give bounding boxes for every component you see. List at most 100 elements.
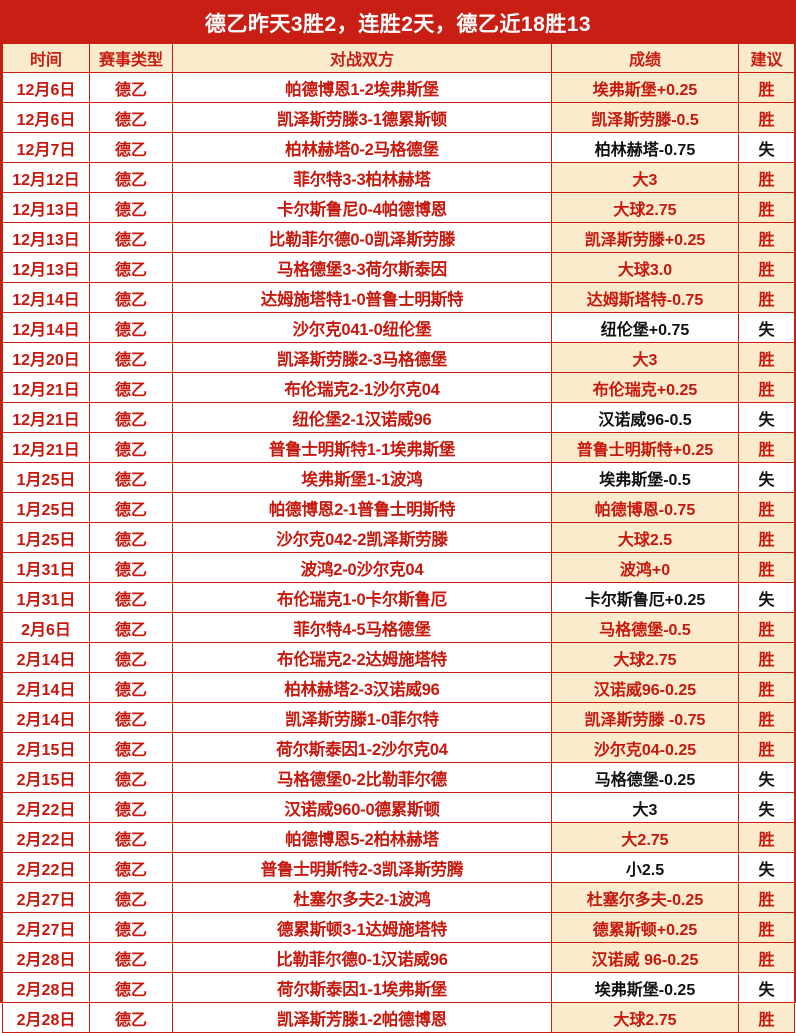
cell-type: 德乙 xyxy=(89,552,173,583)
cell-score: 达姆斯塔特-0.75 xyxy=(551,282,739,313)
cell-advice: 胜 xyxy=(738,552,795,583)
cell-type: 德乙 xyxy=(89,612,173,643)
cell-advice: 胜 xyxy=(738,522,795,553)
cell-match: 帕德博恩2-1普鲁士明斯特 xyxy=(172,492,552,523)
cell-score: 德累斯顿+0.25 xyxy=(551,912,739,943)
cell-advice: 失 xyxy=(738,972,795,1003)
cell-type: 德乙 xyxy=(89,882,173,913)
cell-score: 大球2.75 xyxy=(551,642,739,673)
cell-match: 布伦瑞克2-1沙尔克04 xyxy=(172,372,552,403)
cell-advice: 胜 xyxy=(738,102,795,133)
cell-type: 德乙 xyxy=(89,402,173,433)
table-row: 2月15日 德乙 荷尔斯泰因1-2沙尔克04 沙尔克04-0.25 胜 xyxy=(2,732,795,763)
cell-score: 卡尔斯鲁厄+0.25 xyxy=(551,582,739,613)
match-record-table: 时间 赛事类型 对战双方 成绩 建议 12月6日 德乙 帕德博恩1-2埃弗斯堡 埃弗斯… xyxy=(2,43,795,1033)
cell-score: 纽伦堡+0.75 xyxy=(551,312,739,343)
cell-type: 德乙 xyxy=(89,732,173,763)
table-row: 1月25日 德乙 埃弗斯堡1-1波鸿 埃弗斯堡-0.5 失 xyxy=(2,462,795,493)
cell-time: 12月21日 xyxy=(2,402,90,433)
cell-advice: 失 xyxy=(738,402,795,433)
cell-time: 2月22日 xyxy=(2,822,90,853)
cell-time: 1月25日 xyxy=(2,462,90,493)
cell-match: 纽伦堡2-1汉诺威96 xyxy=(172,402,552,433)
cell-score: 沙尔克04-0.25 xyxy=(551,732,739,763)
cell-score: 马格德堡-0.5 xyxy=(551,612,739,643)
cell-type: 德乙 xyxy=(89,912,173,943)
cell-score: 布伦瑞克+0.25 xyxy=(551,372,739,403)
table-row: 1月25日 德乙 帕德博恩2-1普鲁士明斯特 帕德博恩-0.75 胜 xyxy=(2,492,795,523)
cell-match: 比勒菲尔德0-1汉诺威96 xyxy=(172,942,552,973)
cell-match: 马格德堡0-2比勒菲尔德 xyxy=(172,762,552,793)
cell-match: 沙尔克041-0纽伦堡 xyxy=(172,312,552,343)
table-row: 2月14日 德乙 凯泽斯劳滕1-0菲尔特 凯泽斯劳滕 -0.75 胜 xyxy=(2,702,795,733)
table-row: 2月22日 德乙 汉诺威960-0德累斯顿 大3 失 xyxy=(2,792,795,823)
cell-advice: 胜 xyxy=(738,702,795,733)
cell-match: 帕德博恩1-2埃弗斯堡 xyxy=(172,72,552,103)
cell-type: 德乙 xyxy=(89,702,173,733)
page-title: 德乙昨天3胜2，连胜2天，德乙近18胜13 xyxy=(204,12,592,36)
table-row: 12月21日 德乙 布伦瑞克2-1沙尔克04 布伦瑞克+0.25 胜 xyxy=(2,372,795,403)
cell-advice: 胜 xyxy=(738,342,795,373)
cell-time: 1月31日 xyxy=(2,552,90,583)
table-row: 2月22日 德乙 帕德博恩5-2柏林赫塔 大2.75 胜 xyxy=(2,822,795,853)
cell-advice: 失 xyxy=(738,852,795,883)
table-row: 2月28日 德乙 比勒菲尔德0-1汉诺威96 汉诺威 96-0.25 胜 xyxy=(2,942,795,973)
cell-score: 柏林赫塔-0.75 xyxy=(551,132,739,163)
cell-type: 德乙 xyxy=(89,192,173,223)
cell-advice: 胜 xyxy=(738,222,795,253)
cell-advice: 胜 xyxy=(738,1002,795,1033)
cell-time: 1月31日 xyxy=(2,582,90,613)
cell-match: 普鲁士明斯特2-3凯泽斯劳腾 xyxy=(172,852,552,883)
column-header-score: 成绩 xyxy=(551,43,739,73)
cell-score: 凯泽斯劳滕+0.25 xyxy=(551,222,739,253)
cell-score: 凯泽斯劳滕-0.5 xyxy=(551,102,739,133)
cell-time: 2月28日 xyxy=(2,972,90,1003)
cell-type: 德乙 xyxy=(89,942,173,973)
cell-type: 德乙 xyxy=(89,582,173,613)
table-row: 2月27日 德乙 德累斯顿3-1达姆施塔特 德累斯顿+0.25 胜 xyxy=(2,912,795,943)
cell-time: 2月27日 xyxy=(2,882,90,913)
cell-time: 12月13日 xyxy=(2,192,90,223)
cell-time: 2月28日 xyxy=(2,1002,90,1033)
cell-score: 埃弗斯堡+0.25 xyxy=(551,72,739,103)
cell-match: 布伦瑞克1-0卡尔斯鲁厄 xyxy=(172,582,552,613)
cell-advice: 胜 xyxy=(738,192,795,223)
cell-match: 凯泽斯劳滕2-3马格德堡 xyxy=(172,342,552,373)
cell-time: 12月12日 xyxy=(2,162,90,193)
cell-score: 埃弗斯堡-0.5 xyxy=(551,462,739,493)
table-row: 2月14日 德乙 柏林赫塔2-3汉诺威96 汉诺威96-0.25 胜 xyxy=(2,672,795,703)
cell-type: 德乙 xyxy=(89,522,173,553)
column-header-advice: 建议 xyxy=(738,43,795,73)
cell-advice: 胜 xyxy=(738,72,795,103)
table-header: 时间 赛事类型 对战双方 成绩 建议 xyxy=(2,43,795,73)
cell-match: 菲尔特4-5马格德堡 xyxy=(172,612,552,643)
cell-type: 德乙 xyxy=(89,672,173,703)
cell-type: 德乙 xyxy=(89,342,173,373)
cell-time: 12月13日 xyxy=(2,252,90,283)
table-row: 12月13日 德乙 卡尔斯鲁尼0-4帕德博恩 大球2.75 胜 xyxy=(2,192,795,223)
page-banner: 德乙昨天3胜2，连胜2天，德乙近18胜13 xyxy=(2,2,794,43)
table-row: 2月6日 德乙 菲尔特4-5马格德堡 马格德堡-0.5 胜 xyxy=(2,612,795,643)
cell-type: 德乙 xyxy=(89,642,173,673)
table-body: 12月6日 德乙 帕德博恩1-2埃弗斯堡 埃弗斯堡+0.25 胜 12月6日 德乙 凯泽斯劳滕… xyxy=(2,72,795,1033)
cell-match: 汉诺威960-0德累斯顿 xyxy=(172,792,552,823)
cell-score: 大2.75 xyxy=(551,822,739,853)
column-header-type: 赛事类型 xyxy=(89,43,173,73)
cell-match: 荷尔斯泰因1-2沙尔克04 xyxy=(172,732,552,763)
cell-advice: 失 xyxy=(738,762,795,793)
cell-time: 2月28日 xyxy=(2,942,90,973)
cell-type: 德乙 xyxy=(89,312,173,343)
cell-match: 沙尔克042-2凯泽斯劳滕 xyxy=(172,522,552,553)
table-row: 12月21日 德乙 纽伦堡2-1汉诺威96 汉诺威96-0.5 失 xyxy=(2,402,795,433)
table-row: 2月28日 德乙 凯泽斯芳滕1-2帕德博恩 大球2.75 胜 xyxy=(2,1002,795,1033)
cell-advice: 胜 xyxy=(738,612,795,643)
cell-time: 2月22日 xyxy=(2,792,90,823)
cell-score: 凯泽斯劳滕 -0.75 xyxy=(551,702,739,733)
cell-time: 2月22日 xyxy=(2,852,90,883)
cell-type: 德乙 xyxy=(89,252,173,283)
cell-score: 大球2.75 xyxy=(551,192,739,223)
cell-time: 12月6日 xyxy=(2,102,90,133)
cell-score: 大3 xyxy=(551,162,739,193)
table-row: 12月20日 德乙 凯泽斯劳滕2-3马格德堡 大3 胜 xyxy=(2,342,795,373)
